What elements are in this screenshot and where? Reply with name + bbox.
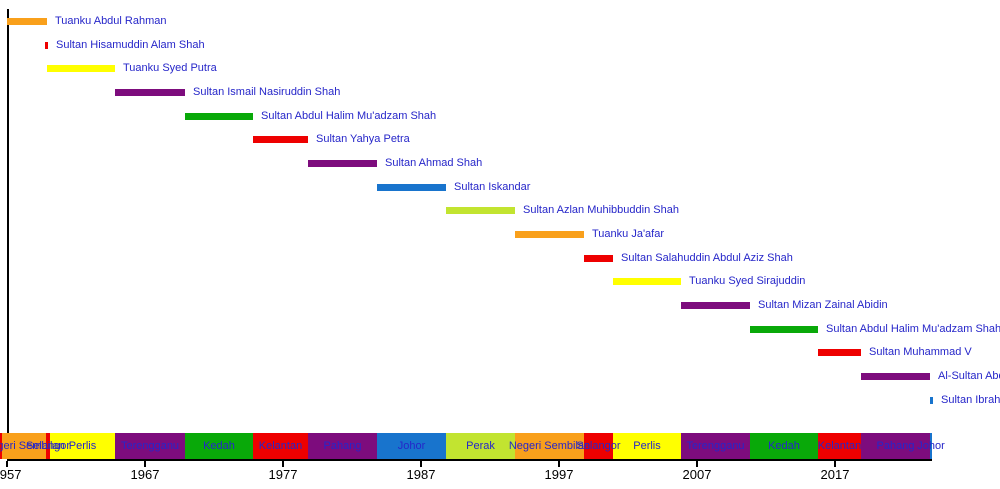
y-axis-line [7,9,9,461]
reign-label: Sultan Iskandar [454,181,531,193]
tick-mark [420,461,422,467]
band-segment [613,433,681,459]
reign-bar [613,278,681,285]
reign-label: Tuanku Syed Putra [123,62,217,74]
band-segment [584,433,613,459]
band-label: Kedah [203,440,235,452]
band-segment [50,433,115,459]
tick-mark [6,461,8,467]
tick-label: 1987 [406,467,436,482]
reign-label: Tuanku Ja'afar [592,228,665,240]
band-segment [2,433,46,459]
band-segment [818,433,861,459]
reign-label: Sultan Ahmad Shah [385,157,483,169]
band-segment [308,433,377,459]
band-segment [377,433,446,459]
reign-label: Sultan Abdul Halim Mu'adzam Shah [826,323,1000,335]
band-segment [446,433,515,459]
reign-bar [253,136,308,143]
reign-bar [446,207,515,214]
reign-bar [750,326,818,333]
band-label: Selangor [576,440,621,452]
tick-mark [282,461,284,467]
reign-bar [515,231,584,238]
band-label: Johor [397,440,426,452]
tick-mark [696,461,698,467]
band-segment [861,433,930,459]
band-label: Pahang [876,440,915,452]
band-label: Pahang [323,440,362,452]
band-segment [115,433,185,459]
band-label: Kelantan [258,440,303,452]
x-axis-line [7,459,932,461]
reign-label: Sultan Azlan Muhibbuddin Shah [523,204,679,216]
band-segment [681,433,750,459]
band-label: Perlis [68,440,97,452]
tick-label: 2017 [820,467,850,482]
band-label: Selangor [25,440,71,452]
band-segment [515,433,584,459]
band-label: Perak [466,440,495,452]
tick-mark [558,461,560,467]
tick-label: 1977 [268,467,298,482]
reign-label: Sultan Mizan Zainal Abidin [758,299,888,311]
band-segment [253,433,308,459]
band-segment [930,433,932,459]
reign-bar [115,89,185,96]
band-label: Perlis [633,440,661,452]
tick-mark [144,461,146,467]
tick-label: 1997 [544,467,574,482]
band-label: Terengganu [686,440,745,452]
reign-label: Sultan Hisamuddin Alam Shah [56,39,205,51]
reign-bar [308,160,377,167]
reign-bar [930,397,933,404]
tick-label: 1967 [130,467,160,482]
reign-bar [818,349,861,356]
reign-label: Tuanku Syed Sirajuddin [689,275,806,287]
band-label: Negeri Sembilan [508,440,591,452]
tick-label: 1957 [0,467,22,482]
reign-label: Sultan Ibrahim [941,394,1000,406]
band-label: Johor [917,440,945,452]
reign-bar [584,255,613,262]
reign-label: Al-Sultan Abdullah [938,370,1000,382]
reign-label: Sultan Muhammad V [869,346,972,358]
reign-bar [185,113,253,120]
band-label: Kelantan [817,440,862,452]
reign-label: Sultan Abdul Halim Mu'adzam Shah [261,110,437,122]
band-label: Negeri Sembilan [0,440,65,452]
reign-bar [47,65,115,72]
reign-bar [45,42,48,49]
band-segment [46,433,50,459]
reign-label: Sultan Salahuddin Abdul Aziz Shah [621,252,793,264]
reign-label: Sultan Ismail Nasiruddin Shah [193,86,341,98]
tick-mark [834,461,836,467]
band-segment [0,433,2,459]
band-segment [185,433,253,459]
reign-label: Sultan Yahya Petra [316,133,410,145]
reign-bar [377,184,446,191]
band-label: Terengganu [120,440,180,452]
band-segment [750,433,818,459]
band-label: Kedah [768,440,800,452]
reign-label: Tuanku Abdul Rahman [55,15,167,27]
reign-bar [681,302,750,309]
reign-bar [861,373,930,380]
tick-label: 2007 [682,467,712,482]
reign-bar [7,18,47,25]
